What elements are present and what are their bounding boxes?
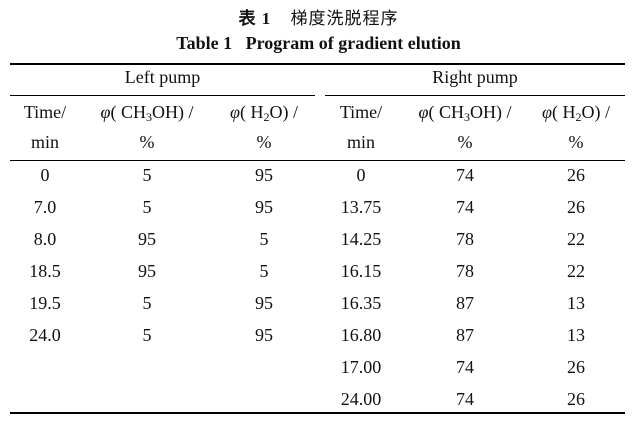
header-right-time: Time/ — [339, 102, 383, 122]
right-ch3oh-cell: 78 — [456, 229, 474, 249]
left-ch3oh-cell: 95 — [138, 261, 156, 281]
header-right-ch3oh-unit: % — [457, 132, 473, 152]
left-h2o-cell: 95 — [255, 293, 273, 313]
header-right-h2o-unit: % — [568, 132, 584, 152]
right-time-cell: 16.80 — [340, 325, 382, 345]
right-ch3oh-cell: 74 — [456, 389, 474, 409]
left-h2o-cell: 5 — [259, 229, 269, 249]
left-time-cell: 7.0 — [33, 197, 57, 217]
right-ch3oh-cell: 87 — [456, 325, 474, 345]
right-ch3oh-cell: 74 — [456, 165, 474, 185]
header-left-h2o: φ( H2O) / — [230, 102, 298, 124]
right-h2o-cell: 26 — [567, 197, 585, 217]
right-time-cell: 0 — [356, 165, 366, 185]
header-left-ch3oh-unit: % — [139, 132, 155, 152]
left-group-rule — [10, 95, 315, 96]
caption-cn-number: 表 1 — [238, 9, 272, 28]
right-h2o-cell: 26 — [567, 357, 585, 377]
header-left-ch3oh: φ( CH3OH) / — [100, 102, 194, 124]
left-h2o-cell: 95 — [255, 325, 273, 345]
right-ch3oh-cell: 87 — [456, 293, 474, 313]
right-h2o-cell: 26 — [567, 389, 585, 409]
right-group-rule — [325, 95, 625, 96]
right-ch3oh-cell: 78 — [456, 261, 474, 281]
right-h2o-cell: 13 — [567, 325, 585, 345]
left-time-cell: 0 — [40, 165, 50, 185]
header-left-time-unit: min — [30, 132, 59, 152]
left-ch3oh-cell: 5 — [142, 293, 152, 313]
right-time-cell: 16.35 — [340, 293, 382, 313]
left-time-cell: 18.5 — [29, 261, 61, 281]
left-h2o-cell: 95 — [255, 197, 273, 217]
right-ch3oh-cell: 74 — [456, 357, 474, 377]
left-time-cell: 8.0 — [33, 229, 57, 249]
top-rule — [10, 63, 625, 65]
group-right-pump: Right pump — [432, 67, 518, 87]
right-time-cell: 14.25 — [340, 229, 382, 249]
right-h2o-cell: 22 — [567, 229, 585, 249]
right-time-cell: 17.00 — [340, 357, 382, 377]
right-time-cell: 24.00 — [340, 389, 382, 409]
header-left-h2o-unit: % — [256, 132, 272, 152]
left-ch3oh-cell: 5 — [142, 197, 152, 217]
left-ch3oh-cell: 5 — [142, 165, 152, 185]
left-time-cell: 24.0 — [29, 325, 61, 345]
header-rule — [10, 160, 625, 161]
caption-chinese: 表 1 梯度洗脱程序 — [0, 4, 637, 29]
group-left-pump: Left pump — [124, 67, 201, 87]
caption-english: Table 1 Program of gradient elution — [176, 33, 461, 53]
left-time-cell: 19.5 — [29, 293, 61, 313]
header-right-time-unit: min — [346, 132, 375, 152]
right-time-cell: 16.15 — [340, 261, 382, 281]
right-h2o-cell: 26 — [567, 165, 585, 185]
left-h2o-cell: 95 — [255, 165, 273, 185]
caption-cn-title: 梯度洗脱程序 — [290, 9, 399, 29]
right-time-cell: 13.75 — [340, 197, 382, 217]
right-h2o-cell: 13 — [567, 293, 585, 313]
left-h2o-cell: 5 — [259, 261, 269, 281]
left-ch3oh-cell: 5 — [142, 325, 152, 345]
header-right-ch3oh: φ( CH3OH) / — [418, 102, 512, 124]
right-h2o-cell: 22 — [567, 261, 585, 281]
left-ch3oh-cell: 95 — [138, 229, 156, 249]
header-left-time: Time/ — [23, 102, 67, 122]
bottom-rule — [10, 412, 625, 414]
right-ch3oh-cell: 74 — [456, 197, 474, 217]
header-right-h2o: φ( H2O) / — [542, 102, 610, 124]
